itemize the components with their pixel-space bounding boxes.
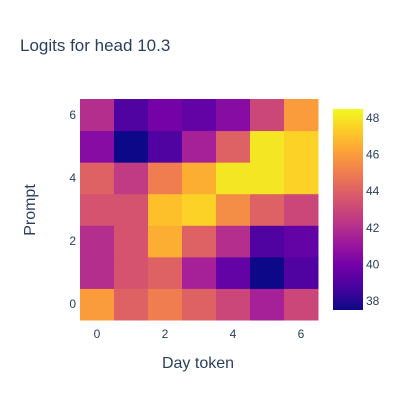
- heatmap-cell: [114, 288, 149, 321]
- colorbar-tick-label: 42: [366, 221, 380, 235]
- x-tick-label: 0: [94, 327, 101, 341]
- y-axis-ticks: 0 2 4 6: [69, 108, 76, 311]
- heatmap-cell: [216, 162, 251, 195]
- y-tick-label: 4: [69, 171, 76, 185]
- heatmap-cell: [114, 193, 149, 226]
- heatmap-cell: [114, 225, 149, 258]
- heatmap-cell: [148, 99, 183, 132]
- heatmap-cell: [182, 288, 217, 321]
- heatmap-cell: [284, 256, 319, 289]
- heatmap-cell: [148, 130, 183, 163]
- heatmap-cell: [80, 256, 115, 289]
- colorbar-ticks: 38 40 42 44 46 48: [366, 111, 380, 308]
- colorbar-tick-label: 44: [366, 184, 380, 198]
- x-tick-label: 4: [230, 327, 237, 341]
- heatmap-cell: [182, 256, 217, 289]
- heatmap-cell: [250, 130, 285, 163]
- heatmap-cell: [284, 130, 319, 163]
- heatmap-cell: [80, 162, 115, 195]
- heatmap-cell: [284, 288, 319, 321]
- colorbar-tick-label: 40: [366, 257, 380, 271]
- heatmap-cell: [216, 130, 251, 163]
- heatmap-cell: [114, 130, 149, 163]
- heatmap-cell: [284, 99, 319, 132]
- heatmap-cell: [250, 162, 285, 195]
- colorbar: [333, 109, 363, 310]
- heatmap-cell: [114, 162, 149, 195]
- y-axis-title: Prompt: [22, 184, 39, 236]
- heatmap-cell: [182, 225, 217, 258]
- heatmap-cell: [148, 162, 183, 195]
- heatmap-cell: [80, 193, 115, 226]
- y-tick-label: 0: [69, 297, 76, 311]
- heatmap-cell: [250, 256, 285, 289]
- heatmap-cell: [80, 225, 115, 258]
- chart-title: Logits for head 10.3: [20, 36, 170, 55]
- heatmap-cell: [80, 130, 115, 163]
- x-axis-ticks: 0 2 4 6: [94, 327, 305, 341]
- colorbar-tick-label: 48: [366, 111, 380, 125]
- y-tick-label: 6: [69, 108, 76, 122]
- heatmap-cell: [216, 256, 251, 289]
- heatmap-cell: [148, 193, 183, 226]
- x-axis-title: Day token: [162, 355, 234, 372]
- heatmap-cell: [284, 193, 319, 226]
- x-tick-label: 6: [298, 327, 305, 341]
- heatmap-cell: [80, 288, 115, 321]
- x-tick-label: 2: [162, 327, 169, 341]
- heatmap-cell: [216, 99, 251, 132]
- colorbar-tick-label: 38: [366, 294, 380, 308]
- colorbar-tick-label: 46: [366, 148, 380, 162]
- heatmap-cell: [148, 288, 183, 321]
- heatmap-cell: [114, 99, 149, 132]
- heatmap-cells: [80, 99, 319, 321]
- heatmap-cell: [114, 256, 149, 289]
- y-tick-label: 2: [69, 234, 76, 248]
- heatmap-cell: [182, 130, 217, 163]
- heatmap-cell: [216, 193, 251, 226]
- heatmap-cell: [250, 288, 285, 321]
- heatmap-cell: [182, 193, 217, 226]
- heatmap-cell: [216, 288, 251, 321]
- heatmap-cell: [148, 225, 183, 258]
- heatmap-cell: [182, 162, 217, 195]
- heatmap-cell: [250, 225, 285, 258]
- heatmap-cell: [284, 162, 319, 195]
- heatmap-cell: [216, 225, 251, 258]
- heatmap-cell: [182, 99, 217, 132]
- heatmap-cell: [80, 99, 115, 132]
- heatmap-cell: [284, 225, 319, 258]
- heatmap-cell: [250, 99, 285, 132]
- heatmap-cell: [250, 193, 285, 226]
- heatmap-cell: [148, 256, 183, 289]
